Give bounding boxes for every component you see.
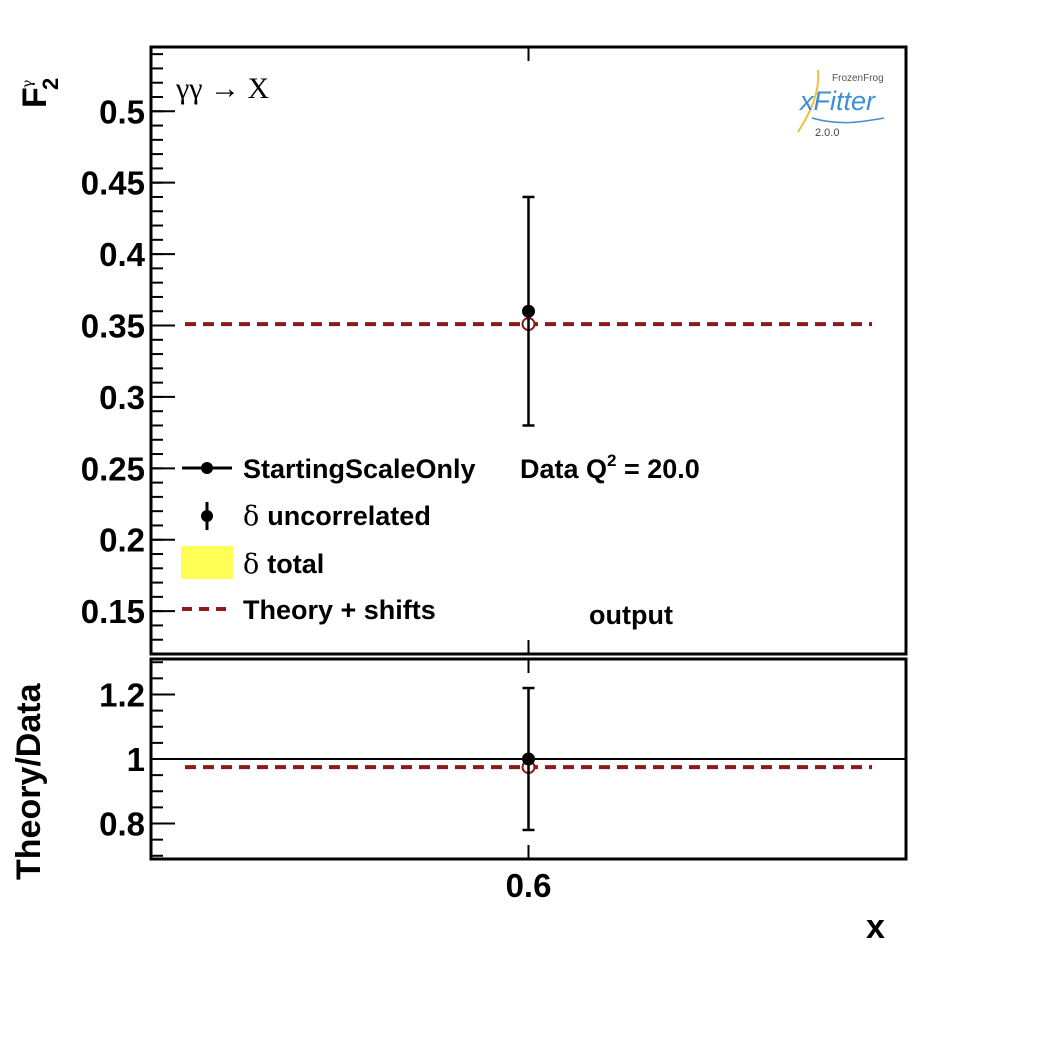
annotation-output: output [589,600,673,630]
legend-header: Data Q2 = 20.0 [520,451,700,484]
y-axis-title-ratio: Theory/Data [10,682,48,880]
x-axis-title: x [866,908,885,946]
ratio-data-point [522,752,535,766]
legend-total-box [181,546,233,579]
y-axis-title-main: F 2 γ [16,78,63,108]
ratio-y-tick-label: 0.8 [99,806,145,843]
legend: StartingScaleOnly Data Q2 = 20.0 δ uncorr… [181,451,700,625]
main-y-tick-label: 0.35 [81,308,145,345]
main-data-point [522,304,535,318]
main-y-tick-label: 0.25 [81,450,145,487]
legend-label-theory: Theory + shifts [243,595,436,625]
logo-version-text: 2.0.0 [815,127,839,139]
legend-label-data: StartingScaleOnly [243,454,476,484]
main-y-tick-label: 0.4 [99,236,146,273]
xfitter-logo: FrozenFrog xFitter 2.0.0 [797,69,885,139]
logo-top-text: FrozenFrog [832,73,884,84]
y-title-sup: γ [20,80,36,88]
ratio-y-tick-label: 1.2 [99,676,145,713]
process-label: γγ → X [175,72,270,105]
main-y-tick-label: 0.45 [81,165,145,202]
main-y-tick-label: 0.2 [99,522,145,559]
main-plot-panel: 0.15 0.2 0.25 0.3 0.35 0.4 0.45 0.5 [81,45,908,656]
x-tick-label: 0.6 [506,867,552,904]
logo-main-text: xFitter [798,86,876,116]
main-y-tick-label: 0.3 [99,379,145,416]
legend-error-marker [201,510,213,522]
main-y-tick-label: 0.15 [81,593,145,630]
main-y-tick-label: 0.5 [99,93,145,130]
legend-marker-sample [201,462,213,474]
legend-label-total: δ total [243,549,324,580]
svg-text:F: F [16,87,54,108]
y-title-main: F [16,87,54,108]
legend-label-uncorrelated: δ uncorrelated [243,501,431,532]
ratio-plot-panel: 0.8 1 1.2 0.6 [99,657,908,904]
ratio-y-tick-label: 1 [127,741,145,778]
logo-curve-icon [797,69,820,133]
y-title-sub: 2 [38,78,63,90]
logo-swoosh-icon [811,117,885,124]
